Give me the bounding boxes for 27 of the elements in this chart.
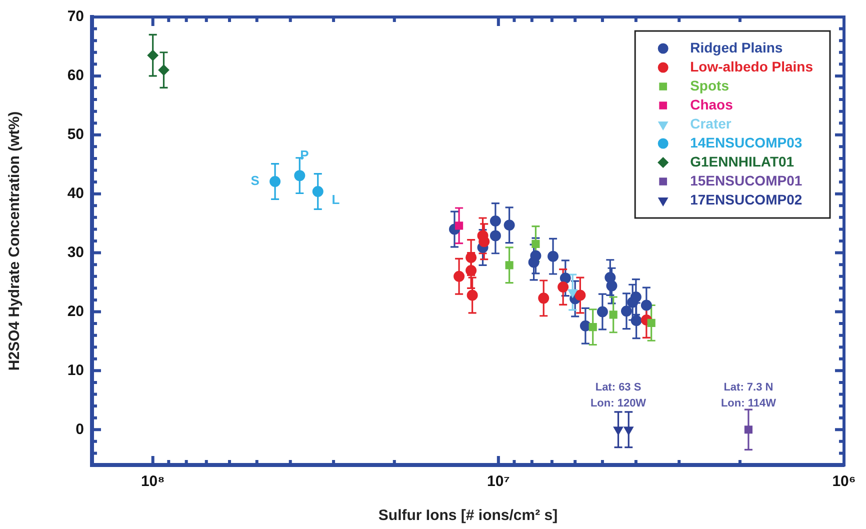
y-tick-label: 30 (67, 244, 84, 261)
legend-label: 15ENSUCOMP01 (690, 172, 802, 188)
legend-label: Low-albedo Plains (690, 58, 814, 74)
annotation: L (332, 192, 340, 208)
y-tick-label: 70 (67, 8, 84, 26)
y-tick-label: 10 (67, 362, 84, 379)
annotation: S (250, 173, 260, 188)
legend-label: 17ENSUCOMP02 (690, 191, 802, 208)
legend-label: Chaos (690, 96, 734, 112)
legend-label: G1ENNHILAT01 (690, 153, 794, 170)
y-axis-title: H2SO4 Hydrate Concentration (wt%) (6, 111, 24, 371)
annotation: Lat: 63 S Lon: 120W (590, 382, 647, 410)
legend-label: Spots (690, 77, 730, 94)
legend-label: Crater (690, 115, 732, 132)
y-tick-label: 40 (67, 184, 84, 202)
y-tick-label: 50 (67, 126, 84, 144)
x-tick-label: 10⁶ (832, 473, 856, 490)
x-tick-label: 10⁸ (140, 473, 165, 490)
x-axis-title: Sulfur Ions [# ions/cm² s] (378, 507, 558, 524)
annotation: P (300, 148, 310, 163)
legend-label: 14ENSUCOMP03 (690, 134, 802, 150)
y-tick-label: 60 (67, 67, 84, 84)
annotation: Lat: 7.3 N Lon: 114W (720, 382, 777, 410)
y-tick-label: 0 (76, 420, 84, 438)
x-tick-label: 10⁷ (486, 473, 510, 490)
y-tick-label: 20 (67, 302, 84, 320)
legend-label: Ridged Plains (690, 39, 783, 56)
